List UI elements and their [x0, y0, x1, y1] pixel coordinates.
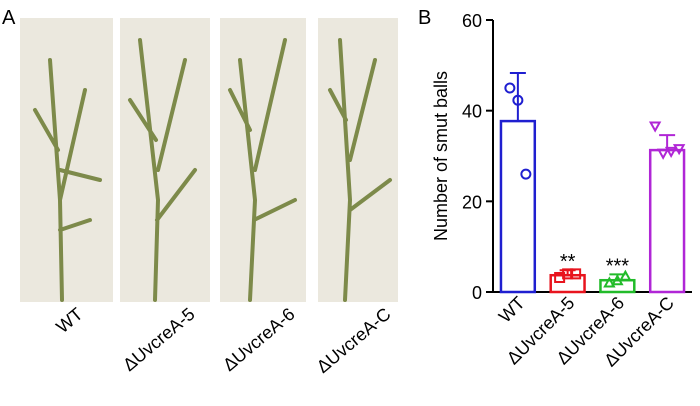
- y-tick-label: 0: [472, 283, 482, 303]
- photo: [318, 18, 398, 302]
- photo-label: ΔUvcreA-6: [219, 304, 299, 375]
- panel-label: A: [2, 7, 16, 29]
- photo: [120, 18, 210, 302]
- photo-label: WT: [52, 304, 86, 337]
- data-point: [648, 121, 662, 133]
- significance-label: **: [560, 251, 576, 273]
- bar: [648, 148, 686, 294]
- photo-label: ΔUvcreA-C: [313, 304, 395, 377]
- photo: [220, 18, 306, 302]
- panel-a-photos: [20, 18, 398, 302]
- y-axis-label: Number of smut balls: [431, 71, 451, 241]
- bar: [499, 119, 537, 294]
- x-tick-label: WT: [495, 293, 529, 327]
- data-point: [520, 168, 532, 180]
- data-point: [664, 146, 678, 159]
- data-point: [656, 148, 670, 160]
- panicles: [33, 38, 392, 302]
- photo-label: ΔUvcreA-5: [119, 304, 199, 375]
- data-point: [504, 82, 516, 94]
- data-point: [570, 268, 582, 280]
- photo: [20, 18, 113, 302]
- data-point: [512, 94, 524, 106]
- significance-label: ***: [606, 255, 630, 277]
- data-point: [603, 276, 616, 288]
- panel-label: B: [418, 7, 431, 29]
- y-tick-label: 40: [462, 102, 482, 122]
- y-tick-label: 60: [462, 11, 482, 31]
- data-point: [672, 144, 686, 156]
- y-tick-label: 20: [462, 192, 482, 212]
- data-point: [619, 269, 632, 281]
